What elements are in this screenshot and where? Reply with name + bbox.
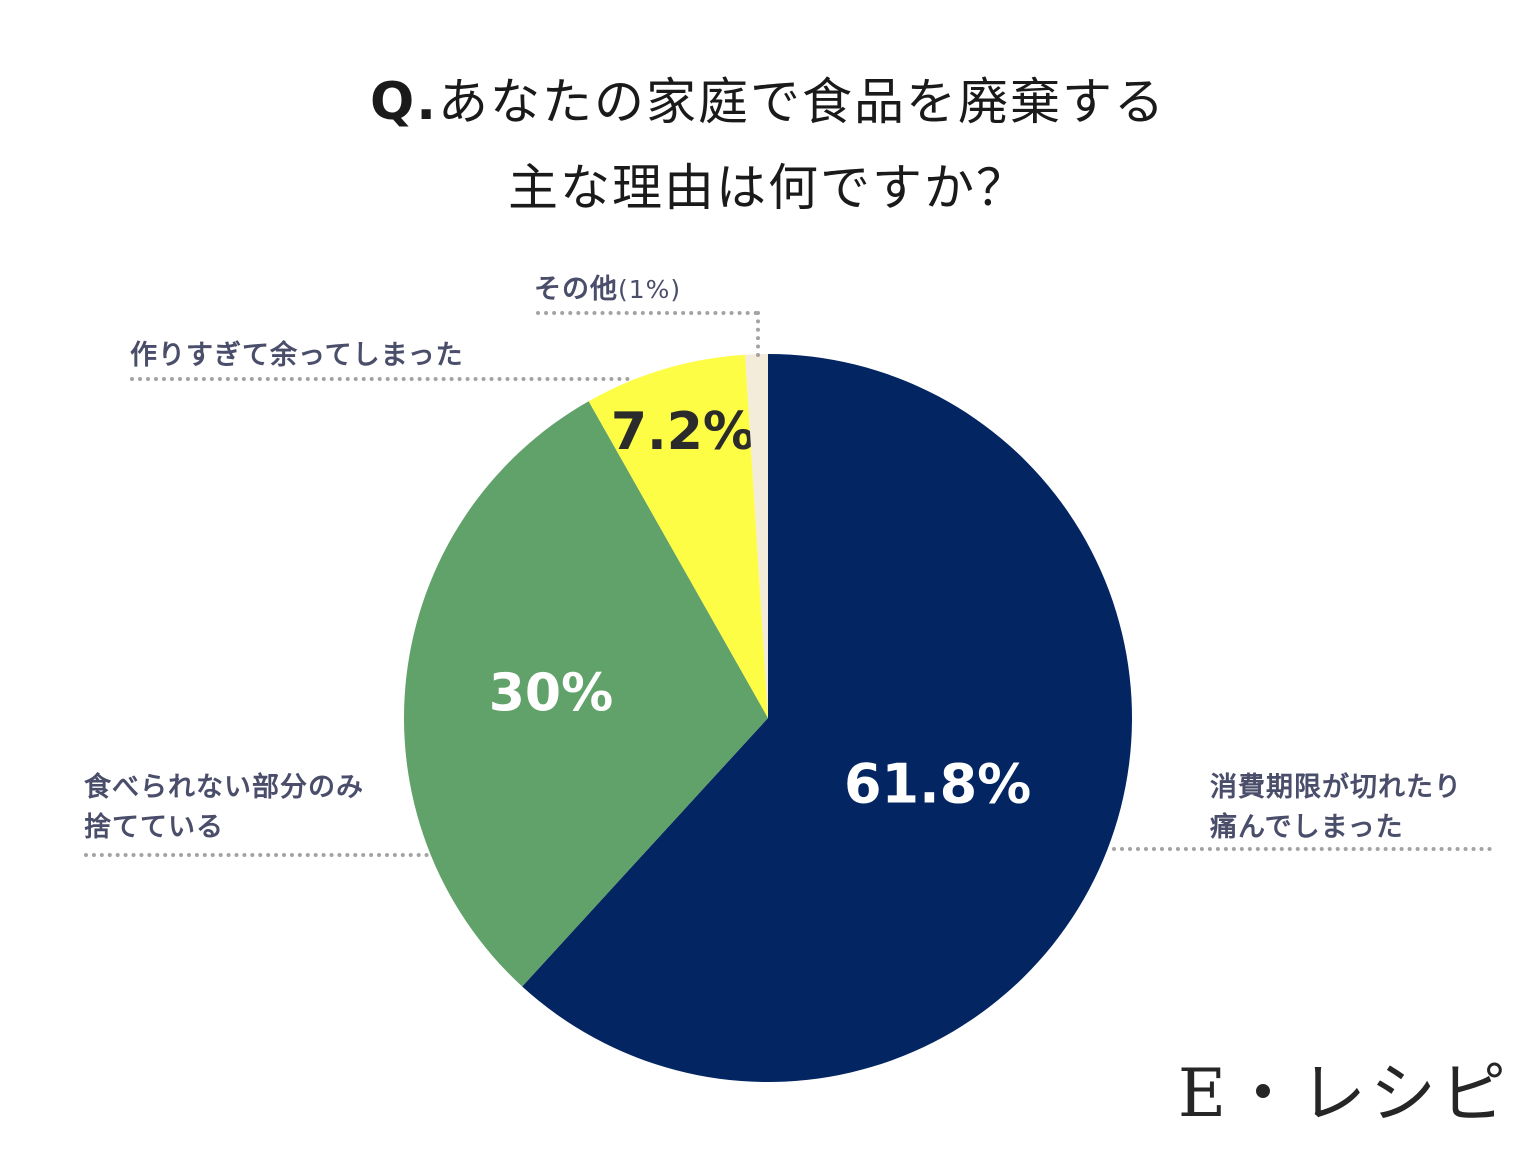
pie-slice-label-0: 61.8% (844, 752, 1031, 815)
leader-line-expired (1112, 847, 1492, 851)
pie-slice-label-1: 30% (489, 663, 613, 723)
callout-expired: 消費期限が切れたり 痛んでしまった (1210, 768, 1462, 848)
callout-other-label: その他 (534, 274, 618, 305)
callout-overcooked: 作りすぎて余ってしまった (130, 340, 464, 371)
pie-slice-0 (522, 354, 1132, 1083)
callout-expired-line-2: 痛んでしまった (1210, 812, 1404, 843)
pie-slice-3 (745, 354, 768, 718)
callout-inedible-parts-line-1: 食べられない部分のみ (84, 772, 364, 803)
chart-title-line-1: Q.あなたの家庭で食品を廃棄する (0, 72, 1536, 132)
callout-inedible-parts: 食べられない部分のみ 捨てている (84, 768, 364, 848)
pie-slice-1 (404, 401, 768, 987)
leader-line-other-horizontal (536, 311, 758, 315)
callout-other-percent: (1%) (618, 275, 682, 304)
brand-logo: E・レシピ (1177, 1055, 1510, 1132)
callout-inedible-parts-line-2: 捨てている (84, 812, 224, 843)
title-text-line-1: あなたの家庭で食品を廃棄する (437, 73, 1166, 131)
callout-other: その他(1%) (534, 270, 681, 310)
question-prefix: Q. (370, 72, 438, 132)
leader-line-overcooked (130, 377, 630, 381)
leader-line-other-vertical (756, 311, 760, 357)
pie-slice-label-2: 7.2% (611, 402, 755, 462)
pie-slice-2 (588, 354, 768, 718)
chart-title-line-2: 主な理由は何ですか？ (508, 159, 1028, 217)
callout-expired-line-1: 消費期限が切れたり (1210, 772, 1462, 803)
leader-line-inedible-parts (84, 853, 429, 857)
